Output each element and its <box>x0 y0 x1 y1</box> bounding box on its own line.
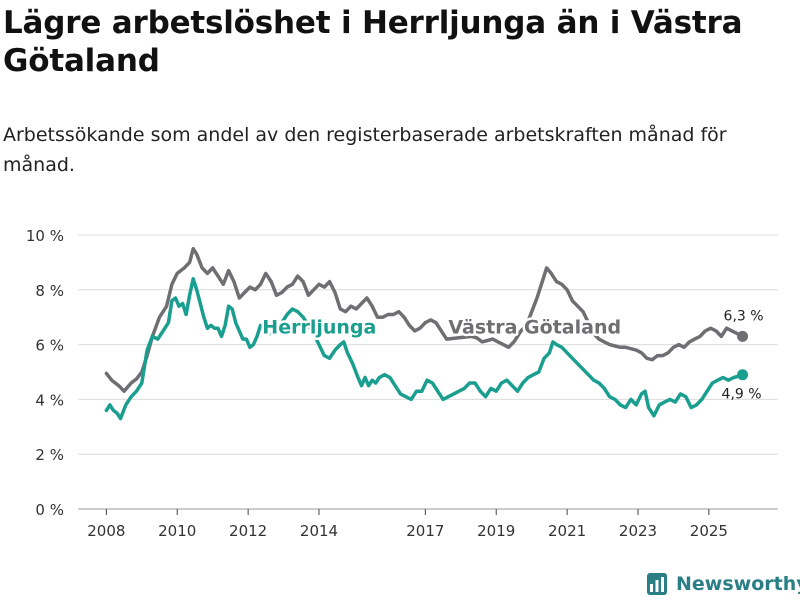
end-marker-vastra-gotaland <box>737 330 749 342</box>
y-tick-label: 2 % <box>35 446 64 464</box>
x-tick-label: 2010 <box>158 522 196 540</box>
chart-title: Lägre arbetslöshet i Herrljunga än i Väs… <box>3 5 743 79</box>
series-label-vastra-gotaland: Västra Götaland <box>448 317 621 339</box>
brand-name: Newsworthy <box>676 573 800 595</box>
x-tick-label: 2019 <box>477 522 515 540</box>
brand-logo: Newsworthy <box>646 569 800 599</box>
axes: 0 % 2 % 4 % 6 % 8 % 10 % 2008 2010 2012 2014 2017 2… <box>26 227 728 540</box>
x-tick-label: 2012 <box>229 522 267 540</box>
y-tick-label: 4 % <box>35 391 64 409</box>
y-tick-label: 0 % <box>35 501 64 519</box>
x-tick-label: 2014 <box>300 522 338 540</box>
x-tick-label: 2017 <box>406 522 444 540</box>
chart-subtitle: Arbetssökande som andel av den registerb… <box>3 124 727 176</box>
y-tick-label: 10 % <box>26 227 64 245</box>
end-marker-herrljunga <box>737 369 749 381</box>
series-label-herrljunga: Herrljunga <box>262 317 376 339</box>
series-lines <box>104 246 749 421</box>
end-value-label-vastra-gotaland: 6,3 % <box>724 308 764 324</box>
y-tick-label: 6 % <box>35 337 64 355</box>
y-tick-label: 8 % <box>35 282 64 300</box>
x-tick-label: 2025 <box>690 522 728 540</box>
newsworthy-logo-icon <box>647 573 667 595</box>
end-value-label-herrljunga: 4,9 % <box>722 387 762 403</box>
x-tick-label: 2023 <box>619 522 657 540</box>
x-tick-label: 2021 <box>548 522 586 540</box>
series-line-västra-götaland <box>104 246 745 393</box>
series-line-herrljunga-forts- <box>280 307 745 418</box>
series-line-herrljunga <box>104 277 272 421</box>
gridlines <box>78 234 778 510</box>
x-tick-label: 2008 <box>87 522 125 540</box>
series-labels: 6,3 % 4,9 % Herrljunga Västra Götaland <box>260 308 764 403</box>
